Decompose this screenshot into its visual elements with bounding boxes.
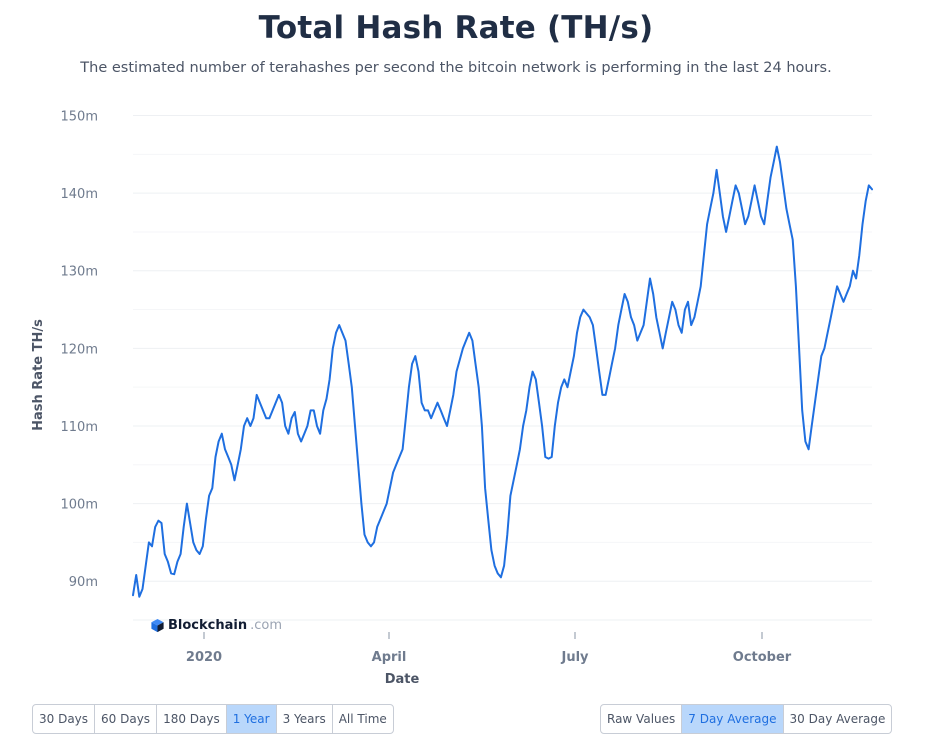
y-axis-ticks: 90m 100m 110m 120m 130m 140m 150m <box>61 110 98 591</box>
range-button-30-days[interactable]: 30 Days <box>39 712 89 726</box>
avg-button-30-day-average[interactable]: 30 Day Average <box>782 705 892 733</box>
range-button-1-year[interactable]: 1 Year <box>225 705 276 733</box>
y-tick-label: 90m <box>69 575 98 590</box>
x-axis-label: Date <box>385 672 420 687</box>
y-tick-label: 100m <box>61 498 98 513</box>
hash-rate-chart: 90m 100m 110m 120m 130m 140m 150m 2020 April Jul… <box>31 110 873 687</box>
averaging-selector: Raw Values 7 Day Average 30 Day Average <box>600 704 893 734</box>
range-button-3-years[interactable]: 3 Years <box>275 705 332 733</box>
blockchain-logo: Blockchain .com <box>150 618 282 633</box>
range-button-all-time[interactable]: All Time <box>331 705 393 733</box>
avg-button-7-day-average[interactable]: 7 Day Average <box>681 705 783 733</box>
y-tick-label: 110m <box>61 420 98 435</box>
blockchain-cube-icon <box>151 618 164 633</box>
y-tick-label: 150m <box>61 110 98 125</box>
y-tick-label: 120m <box>61 342 98 357</box>
series-line <box>132 145 873 598</box>
page-subtitle: The estimated number of terahashes per s… <box>80 60 832 76</box>
avg-button-raw-values[interactable]: Raw Values <box>607 712 676 726</box>
time-range-selector: 30 Days 60 Days 180 Days 1 Year 3 Years All T… <box>32 704 394 734</box>
brand-suffix: .com <box>250 618 282 633</box>
range-button-60-days[interactable]: 60 Days <box>94 705 156 733</box>
brand-name: Blockchain <box>168 618 248 633</box>
x-axis: 2020 April July October <box>133 619 872 665</box>
range-button-180-days[interactable]: 180 Days <box>156 705 226 733</box>
y-tick-label: 140m <box>61 187 98 202</box>
x-tick-label: 2020 <box>186 650 222 665</box>
x-tick-label: October <box>733 650 792 665</box>
page-title: Total Hash Rate (TH/s) <box>258 10 654 46</box>
chart-grid <box>133 115 872 582</box>
y-tick-label: 130m <box>61 265 98 280</box>
x-tick-label: April <box>372 650 407 665</box>
y-axis-label: Hash Rate TH/s <box>31 319 46 431</box>
x-tick-label: July <box>560 650 589 665</box>
